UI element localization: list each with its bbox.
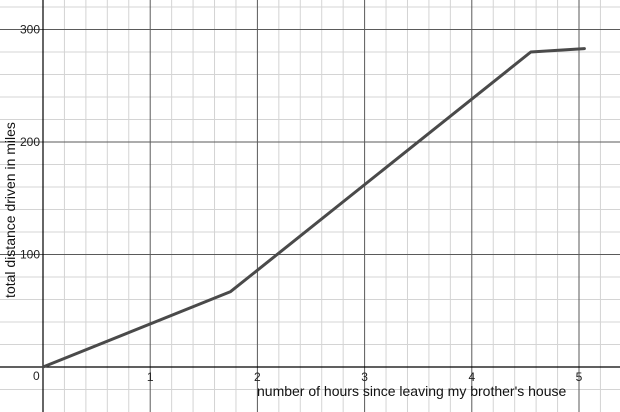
y-tick-labels: 100 200 300 <box>20 23 40 262</box>
x-tick-label: 1 <box>147 370 154 384</box>
x-tick-labels: 1 2 3 4 5 <box>147 370 583 384</box>
origin-tick-label: 0 <box>33 369 40 383</box>
x-tick-label: 2 <box>254 370 261 384</box>
y-tick-label: 300 <box>20 23 40 37</box>
y-tick-label: 100 <box>20 248 40 262</box>
distance-series-line <box>41 47 586 369</box>
y-axis-title: total distance driven in miles <box>2 122 18 298</box>
x-tick-label: 4 <box>468 370 475 384</box>
x-tick-label: 5 <box>576 370 583 384</box>
x-axis-title: number of hours since leaving my brother… <box>257 383 566 399</box>
x-tick-label: 3 <box>361 370 368 384</box>
y-tick-label: 200 <box>20 135 40 149</box>
series-layer <box>41 47 586 369</box>
